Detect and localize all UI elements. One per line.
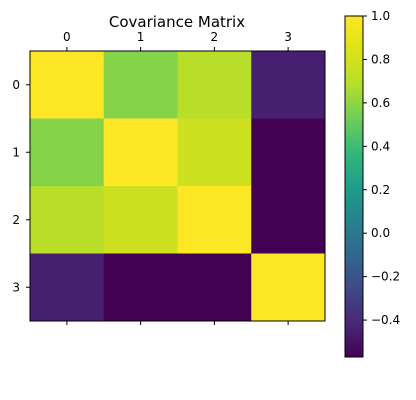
colorbar-tick-label: 0.2 [371, 183, 390, 197]
heatmap-cell-1-2 [177, 118, 252, 187]
x-axis-ticks: 0 1 2 3 [63, 30, 292, 325]
y-tick-label: 0 [12, 78, 20, 92]
colorbar-tick-label: 0.8 [371, 52, 390, 66]
heatmap-cell-3-3 [251, 253, 326, 322]
heatmap-frame [29, 50, 326, 322]
colorbar-tick-label: −0.2 [371, 270, 400, 284]
colorbar-tick-label: 0.0 [371, 226, 390, 240]
heatmap-cell-0-0 [30, 51, 105, 119]
heatmap-cell-0-1 [103, 51, 178, 119]
heatmap-cell-1-3 [251, 118, 326, 187]
heatmap-cell-1-1 [103, 118, 178, 187]
heatmap-cell-1-0 [30, 118, 105, 187]
y-tick-label: 3 [12, 280, 20, 294]
x-tick-label: 1 [137, 30, 145, 44]
colorbar-tick-label: 0.4 [371, 139, 390, 153]
x-tick-label: 3 [284, 30, 292, 44]
colorbar-frame [344, 15, 364, 358]
heatmap-cell-2-1 [103, 186, 178, 254]
colorbar-tick-label: 0.6 [371, 96, 390, 110]
y-axis-ticks: 0 1 2 3 [12, 78, 30, 294]
colorbar [345, 16, 363, 357]
heatmap-cell-0-2 [177, 51, 252, 119]
heatmap-cell-3-1 [103, 253, 178, 322]
heatmap-cell-3-0 [30, 253, 105, 322]
heatmap-cell-2-2 [177, 186, 252, 254]
x-tick-label: 2 [211, 30, 219, 44]
y-tick-label: 1 [12, 145, 20, 159]
chart-title: Covariance Matrix [109, 13, 245, 31]
y-tick-label: 2 [12, 213, 20, 227]
colorbar-ticks: 1.0 0.8 0.6 0.4 0.2 0.0 −0.2 −0.4 [363, 9, 400, 327]
x-tick-label: 0 [63, 30, 71, 44]
colorbar-tick-label: −0.4 [371, 313, 400, 327]
heatmap-cell-0-3 [251, 51, 326, 119]
heatmap-cell-3-2 [177, 253, 252, 322]
heatmap-cell-2-3 [251, 186, 326, 254]
colorbar-tick-label: 1.0 [371, 9, 390, 23]
heatmap-cells [30, 51, 326, 322]
heatmap-cell-2-0 [30, 186, 105, 254]
